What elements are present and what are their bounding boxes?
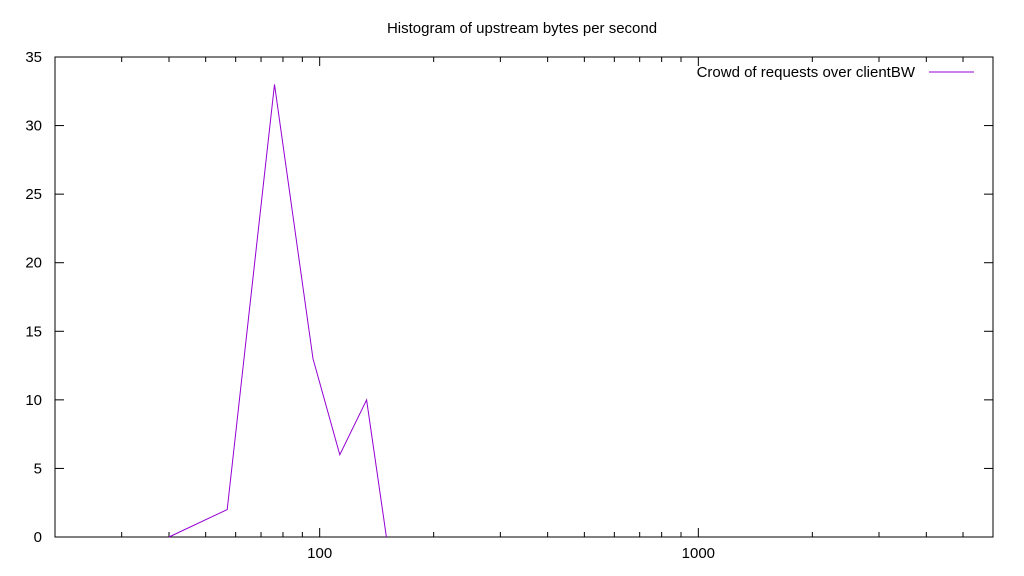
y-tick-label: 10 bbox=[25, 392, 42, 409]
series-group bbox=[168, 84, 387, 538]
plot-border bbox=[54, 56, 994, 538]
y-tick-label: 35 bbox=[25, 49, 42, 66]
y-axis: 0 5 10 15 20 25 30 35 bbox=[25, 49, 993, 546]
x-tick-label: 1000 bbox=[682, 545, 715, 562]
legend-label: Crowd of requests over clientBW bbox=[697, 64, 916, 81]
series-line bbox=[168, 84, 387, 538]
x-tick-label: 100 bbox=[307, 545, 332, 562]
y-tick-label: 20 bbox=[25, 255, 42, 272]
y-tick-label: 30 bbox=[25, 118, 42, 135]
legend: Crowd of requests over clientBW bbox=[697, 64, 974, 81]
chart-title: Histogram of upstream bytes per second bbox=[387, 20, 657, 37]
y-tick-label: 25 bbox=[25, 186, 42, 203]
y-tick-label: 15 bbox=[25, 323, 42, 340]
y-tick-label: 5 bbox=[34, 460, 42, 477]
y-tick-label: 0 bbox=[34, 529, 42, 546]
x-axis: 100 1000 bbox=[54, 57, 994, 562]
